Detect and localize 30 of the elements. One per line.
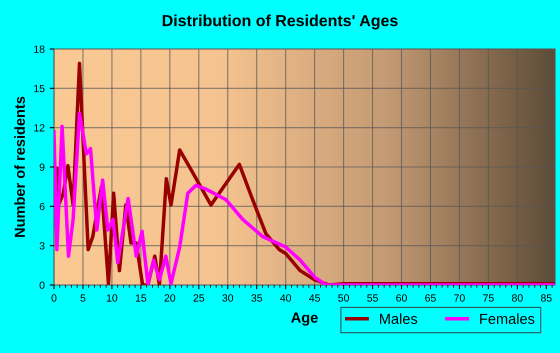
legend-label: Males xyxy=(380,313,418,324)
x-tick-label: 65 xyxy=(425,294,436,302)
x-tick-label: 50 xyxy=(338,294,349,302)
y-tick-label: 6 xyxy=(40,202,45,210)
x-tick-label: 15 xyxy=(136,294,146,302)
x-axis-title: Age xyxy=(291,312,318,326)
x-tick-label: 0 xyxy=(52,294,56,302)
x-tick-label: 60 xyxy=(396,294,407,302)
x-tick-label: 70 xyxy=(454,294,465,302)
legend-label: Females xyxy=(480,313,534,324)
y-tick-label: 3 xyxy=(40,242,45,250)
x-tick-label: 80 xyxy=(512,294,523,302)
x-tick-label: 20 xyxy=(164,294,176,302)
x-tick-label: 40 xyxy=(280,294,292,302)
x-tick-label: 75 xyxy=(483,294,494,302)
x-tick-label: 25 xyxy=(194,294,204,302)
x-tick-label: 10 xyxy=(106,294,118,302)
chart-title: Distribution of Residents' Ages xyxy=(162,14,398,30)
y-axis-title: Number of residents xyxy=(14,96,25,237)
x-tick-label: 45 xyxy=(309,294,320,302)
y-tick-label: 12 xyxy=(34,124,44,132)
y-tick-label: 18 xyxy=(34,46,45,53)
x-tick-label: 85 xyxy=(540,294,552,302)
y-tick-label: 9 xyxy=(40,164,44,171)
x-tick-label: 30 xyxy=(222,294,234,302)
y-tick-label: 15 xyxy=(34,84,45,92)
x-tick-label: 35 xyxy=(251,294,262,302)
y-tick-label: 0 xyxy=(40,282,45,289)
x-tick-label: 55 xyxy=(367,294,378,302)
x-tick-label: 5 xyxy=(80,294,86,302)
